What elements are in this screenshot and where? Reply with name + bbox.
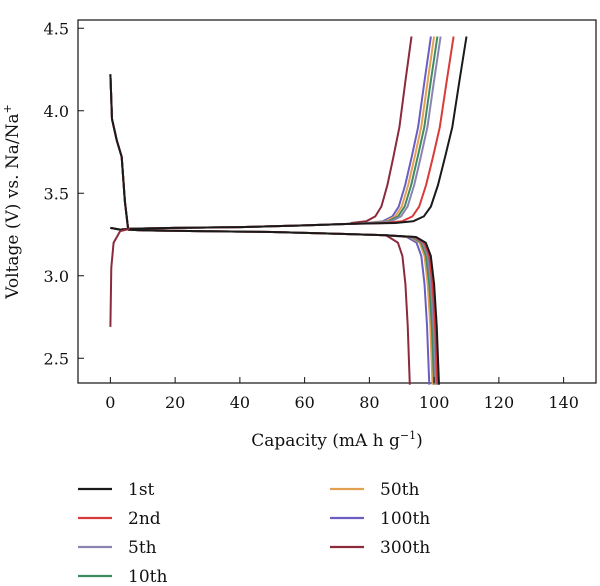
- x-tick-label: 120: [484, 393, 515, 412]
- legend-label: 10th: [128, 567, 167, 586]
- series-line-discharge: [109, 74, 411, 385]
- series-line-discharge: [109, 74, 436, 385]
- series-50th: [109, 36, 436, 385]
- x-axis-title-end: ): [416, 431, 423, 451]
- x-axis-title-main: Capacity (mA h g: [251, 431, 400, 451]
- x-tick-label: 80: [359, 393, 379, 412]
- series-10th: [109, 36, 439, 385]
- x-tick-label: 40: [230, 393, 250, 412]
- x-axis-title-superscript: −1: [400, 429, 416, 442]
- series-line-discharge: [109, 74, 440, 385]
- plot-frame: [77, 19, 597, 384]
- legend-label: 2nd: [128, 509, 161, 529]
- x-tick-label: 140: [548, 393, 579, 412]
- series-line-charge: [110, 36, 442, 231]
- series-line-initial: [109, 227, 131, 327]
- series-line-discharge: [109, 74, 434, 385]
- y-axis-title: Voltage (V) vs. Na/Na+: [1, 104, 23, 300]
- legend-label: 100th: [380, 509, 430, 529]
- x-axis-title: Capacity (mA h g−1): [251, 429, 423, 451]
- y-axis-title-main: Voltage (V) vs. Na/Na: [3, 113, 23, 300]
- legend: 1st 2nd 5th 10th 50th 100th 300th: [78, 480, 430, 586]
- legend-label: 1st: [128, 480, 155, 500]
- series-1st: [109, 36, 468, 385]
- y-axis-title-superscript: +: [1, 104, 14, 113]
- y-tick-label: 3.5: [44, 184, 69, 203]
- y-tick-label: 4.0: [44, 102, 69, 121]
- series-line-charge: [110, 36, 436, 231]
- x-tick-label: 100: [419, 393, 450, 412]
- x-axis-ticks: 0 20 40 60 80 100 120 140: [105, 377, 579, 412]
- y-tick-label: 3.0: [44, 267, 69, 286]
- series-100th: [109, 36, 432, 385]
- legend-label: 50th: [380, 480, 419, 500]
- x-tick-label: 20: [165, 393, 185, 412]
- series-line-charge: [110, 36, 455, 231]
- series-line-discharge: [109, 74, 431, 385]
- y-tick-label: 4.5: [44, 19, 69, 38]
- y-axis-ticks: 2.5 3.0 3.5 4.0 4.5: [44, 19, 84, 368]
- x-tick-label: 60: [294, 393, 314, 412]
- series-layer: [109, 36, 468, 385]
- y-tick-label: 2.5: [44, 349, 69, 368]
- series-line-charge: [110, 36, 468, 231]
- x-tick-label: 0: [105, 393, 115, 412]
- legend-label: 300th: [380, 538, 430, 558]
- series-line-discharge: [109, 74, 439, 385]
- series-line-charge: [110, 36, 439, 231]
- legend-label: 5th: [128, 538, 157, 558]
- series-5th: [109, 36, 442, 385]
- series-300th: [109, 36, 413, 385]
- series-line-discharge: [109, 74, 437, 385]
- series-line-charge: [110, 36, 413, 231]
- plot-area: 0 20 40 60 80 100 120 140 2.5 3.0 3.5 4.0 4.5: [44, 19, 597, 412]
